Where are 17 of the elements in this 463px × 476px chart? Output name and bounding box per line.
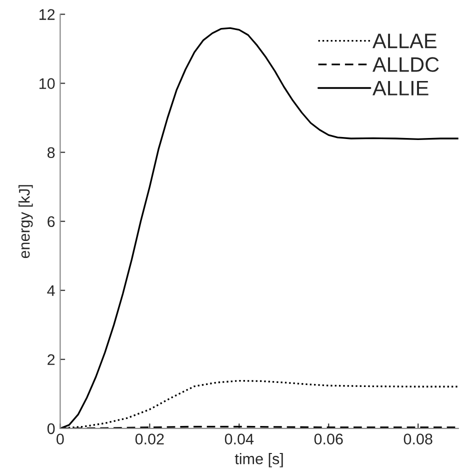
y-tick-label: 0 — [47, 423, 55, 434]
x-tick-label: 0.06 — [314, 434, 343, 444]
x-tick-label: 0.02 — [135, 434, 164, 444]
y-tick-label: 6 — [48, 216, 55, 228]
legend-label: ALLDC — [372, 57, 439, 72]
x-tick-label: 0.04 — [224, 434, 254, 444]
y-tick-label: 4 — [47, 285, 55, 296]
x-axis-title: time [s] — [234, 453, 283, 468]
y-tick-label: 12 — [40, 9, 55, 20]
legend-label: ALLAE — [372, 34, 436, 48]
x-tick-label: 0 — [56, 434, 64, 444]
x-tick-label: 0.08 — [404, 434, 432, 444]
y-tick-label: 2 — [48, 354, 55, 365]
legend-label: ALLIE — [372, 80, 428, 96]
y-tick-label: 8 — [47, 147, 55, 158]
y-tick-label: 10 — [40, 78, 55, 89]
y-axis-title: energy [kJ] — [18, 185, 33, 258]
